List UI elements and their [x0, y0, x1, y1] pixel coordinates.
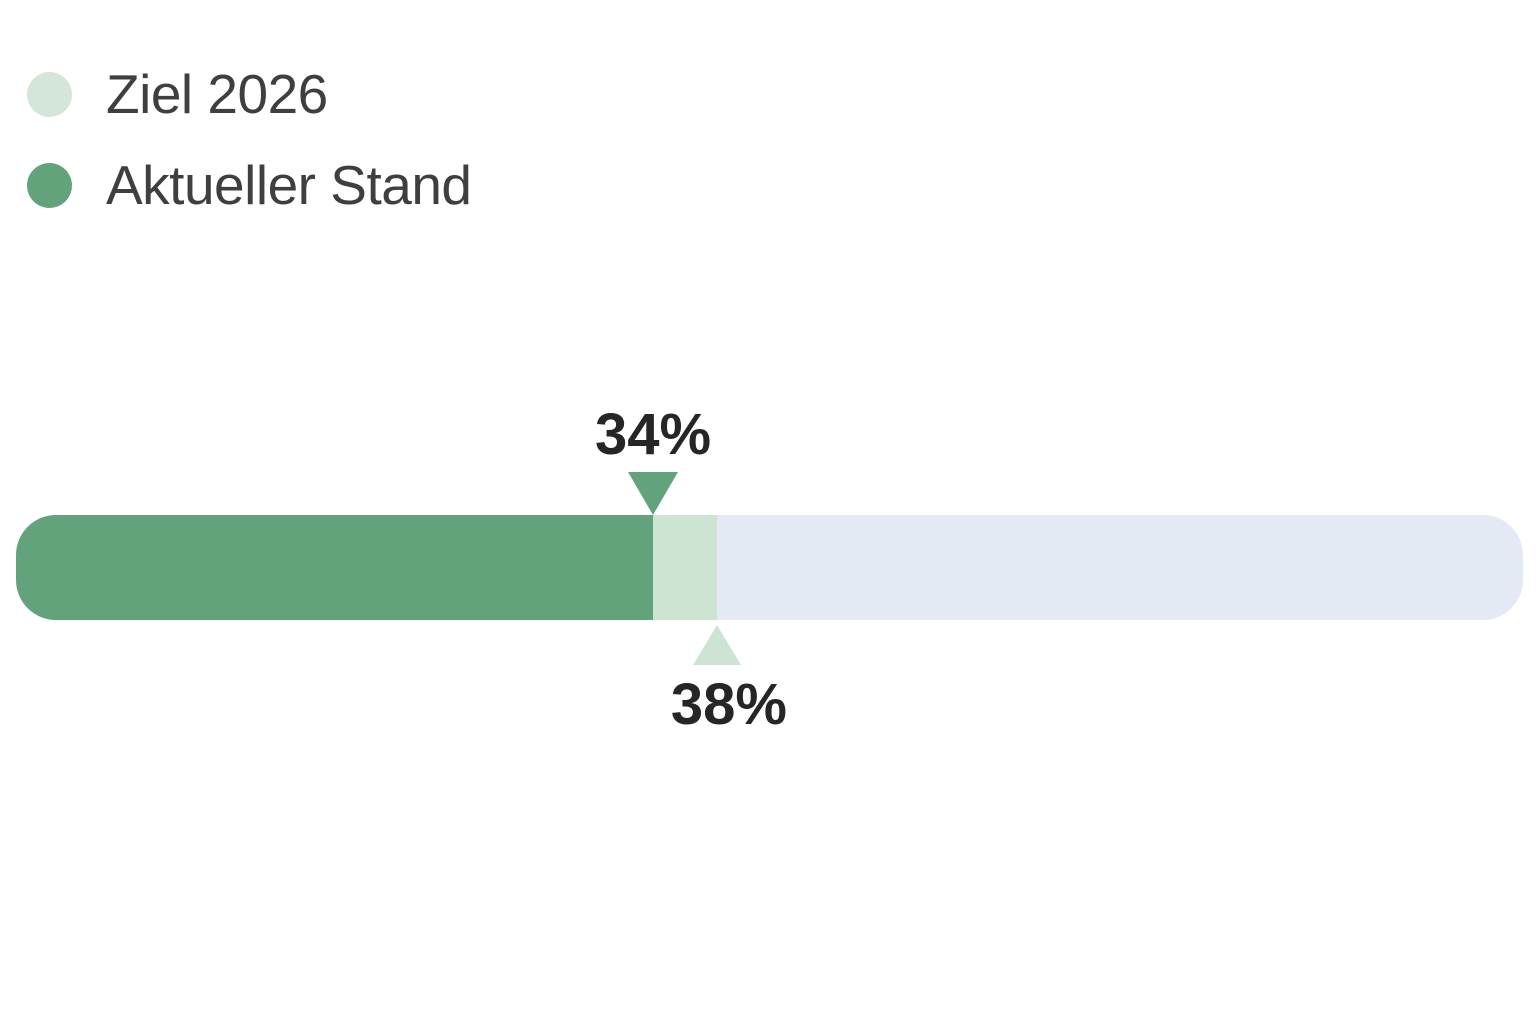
legend-item-current: Aktueller Stand: [27, 154, 472, 216]
progress-chart: 34% 38%: [16, 406, 1523, 734]
target-marker-triangle-up-icon: [693, 625, 742, 665]
target-progress-segment: [653, 515, 718, 620]
legend-dot-target-icon: [27, 72, 72, 117]
legend: Ziel 2026 Aktueller Stand: [27, 63, 472, 216]
legend-label-target: Ziel 2026: [106, 63, 328, 125]
current-marker-triangle-down-icon: [628, 472, 678, 515]
legend-dot-current-icon: [27, 163, 72, 208]
current-progress-segment: [16, 515, 653, 620]
progress-track: [16, 515, 1523, 620]
current-value-label: 34%: [594, 402, 712, 467]
legend-item-target: Ziel 2026: [27, 63, 472, 125]
legend-label-current: Aktueller Stand: [106, 154, 472, 216]
target-value-label: 38%: [670, 672, 787, 737]
